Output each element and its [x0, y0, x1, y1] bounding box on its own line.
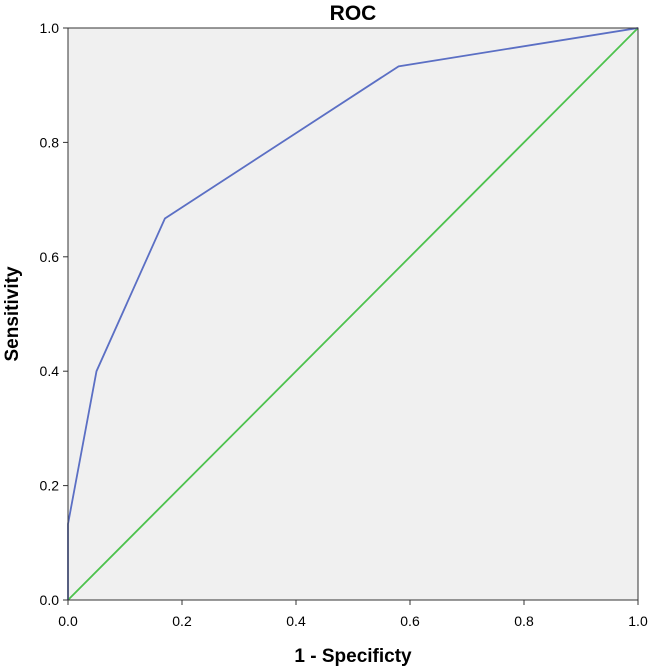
x-tick-label: 0.0: [58, 613, 78, 629]
reference-line-layer: [67, 27, 639, 601]
x-axis-ticks: 0.0 0.2 0.4 0.6 0.8 1.0: [58, 600, 648, 629]
x-tick-label: 0.8: [514, 613, 534, 629]
plot-border: [67, 27, 639, 601]
y-tick-label: 0.8: [40, 134, 60, 150]
x-tick-label: 1.0: [628, 613, 648, 629]
y-tick-label: 0.2: [40, 478, 60, 494]
x-axis-label: 1 - Specificty: [294, 646, 412, 667]
y-tick-label: 0.6: [40, 249, 60, 265]
x-tick-label: 0.4: [286, 613, 306, 629]
reference-diagonal-line: [67, 27, 639, 601]
y-tick-label: 1.0: [40, 20, 60, 36]
x-tick-label: 0.2: [172, 613, 192, 629]
x-tick-label: 0.6: [400, 613, 420, 629]
y-tick-label: 0.0: [40, 592, 60, 608]
chart-title: ROC: [330, 2, 377, 25]
y-tick-label: 0.4: [40, 363, 60, 379]
y-axis-ticks: 0.0 0.2 0.4 0.6 0.8 1.0: [40, 20, 68, 608]
y-axis-label: Sensitivity: [2, 266, 23, 361]
